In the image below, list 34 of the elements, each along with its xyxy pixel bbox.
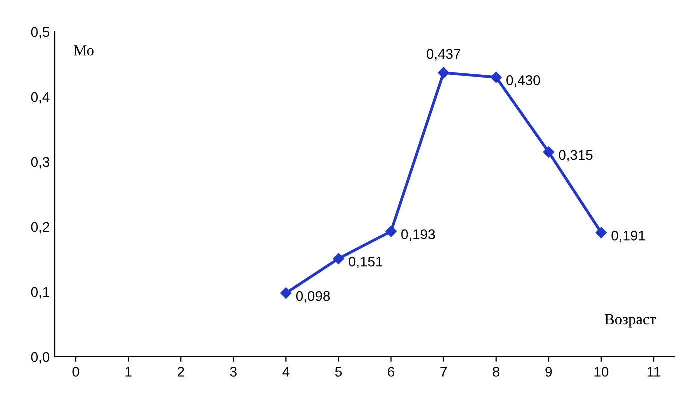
y-axis-title: Мо [74, 46, 94, 56]
x-tick-label: 1 [126, 367, 132, 377]
x-tick-label: 10 [594, 367, 609, 377]
y-tick-label: 0,2 [31, 222, 50, 234]
y-tick-label: 0,3 [31, 157, 50, 169]
data-label: 0,437 [426, 49, 460, 61]
x-tick-label: 4 [282, 367, 290, 377]
x-tick-label: 0 [72, 367, 80, 377]
x-axis-title: Возраст [605, 314, 656, 328]
data-label: 0,151 [348, 256, 383, 268]
point [490, 72, 502, 84]
x-tick-label: 5 [335, 367, 342, 377]
data-label: 0,315 [559, 150, 593, 162]
point [596, 227, 608, 238]
data-label: 0,191 [612, 230, 646, 242]
x-tick-label: 11 [648, 367, 661, 377]
point [543, 146, 555, 158]
point [280, 288, 292, 299]
point [333, 253, 344, 264]
data-label: 0,430 [506, 76, 540, 88]
y-tick-label: 0,4 [31, 92, 50, 104]
x-tick-label: 7 [440, 367, 447, 377]
y-tick-label: 0,0 [31, 352, 50, 364]
y-tick-label: 0,1 [31, 287, 50, 299]
data-label: 0,098 [296, 291, 330, 303]
x-tick-label: 9 [546, 367, 552, 377]
x-tick-label: 6 [388, 367, 395, 377]
data-label: 0,193 [402, 230, 436, 242]
y-tick-label: 0,5 [31, 27, 50, 39]
point [438, 67, 450, 79]
x-tick-label: 2 [178, 367, 184, 377]
x-tick-label: 3 [230, 367, 237, 377]
point [386, 226, 397, 238]
x-tick-label: 8 [493, 367, 500, 377]
